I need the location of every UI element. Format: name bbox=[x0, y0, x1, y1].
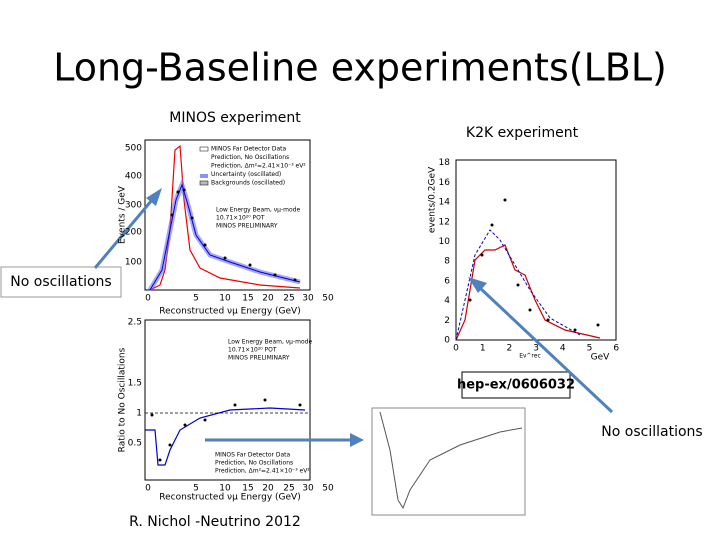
plot-note: MINOS PRELIMINARY bbox=[216, 223, 278, 230]
minos-ratio-plot bbox=[144, 319, 311, 481]
x-tick-label: 2 bbox=[507, 344, 513, 354]
arrows bbox=[93, 188, 614, 447]
x-tick-label: 15 bbox=[242, 294, 253, 304]
y-tick-label: 14 bbox=[439, 198, 451, 208]
x-tick-label: 5 bbox=[193, 294, 199, 304]
y-tick-label: 500 bbox=[125, 144, 142, 154]
x-tick-label: 5 bbox=[193, 484, 199, 494]
y-tick-label: 0.5 bbox=[128, 439, 142, 449]
x-tick-label: 0 bbox=[453, 344, 459, 354]
x-axis-label: Eν^rec bbox=[519, 353, 541, 360]
plot-note: 10.71×10²⁰ POT bbox=[228, 347, 277, 354]
y-tick-label: 6 bbox=[444, 276, 450, 286]
plot-note: Low Energy Beam, νμ-mode bbox=[216, 207, 300, 214]
plot-note: MINOS PRELIMINARY bbox=[228, 355, 290, 362]
y-tick-label: 16 bbox=[439, 178, 451, 188]
y-tick-label: 300 bbox=[125, 201, 142, 211]
legend-label: Prediction, No Oscillations bbox=[211, 154, 289, 161]
x-tick-label: 0 bbox=[145, 484, 151, 494]
legend-label: MINOS Far Detector Data bbox=[211, 146, 287, 153]
x-tick-label: 5 bbox=[587, 344, 593, 354]
y-tick-label: 2.5 bbox=[128, 318, 142, 328]
y-axis-label: events/0.2GeV bbox=[428, 166, 438, 233]
legend-label: Uncertainty (oscillated) bbox=[211, 171, 281, 178]
y-tick-label: 4 bbox=[444, 296, 450, 306]
minos-caption: MINOS experiment bbox=[169, 110, 301, 126]
x-tick-label: 3 bbox=[533, 344, 539, 354]
x-tick-label: 20 bbox=[262, 294, 274, 304]
footer: R. Nichol -Neutrino 2012 bbox=[129, 514, 301, 530]
x-tick-label: 30 bbox=[302, 294, 314, 304]
k2k-plot bbox=[455, 159, 617, 341]
y-tick-label: 2 bbox=[444, 316, 450, 326]
x-tick-label: 50 bbox=[322, 484, 334, 494]
x-tick-label: 10 bbox=[219, 484, 231, 494]
callout: No oscillations bbox=[10, 274, 111, 290]
x-tick-label: 50 bbox=[322, 294, 334, 304]
x-axis-label: Reconstructed νμ Energy (GeV) bbox=[159, 307, 300, 317]
x-axis-label: Reconstructed νμ Energy (GeV) bbox=[159, 493, 300, 503]
x-tick-label: 30 bbox=[302, 484, 314, 494]
y-tick-label: 12 bbox=[439, 217, 450, 227]
reference-box bbox=[461, 371, 571, 399]
slide-title: Long-Baseline experiments(LBL) bbox=[53, 46, 667, 90]
inset-plot bbox=[371, 407, 526, 516]
x-tick-label: 10 bbox=[219, 294, 231, 304]
legend-label: Prediction, Δm²=2.41×10⁻³ eV² bbox=[215, 468, 310, 475]
k2k-caption: K2K experiment bbox=[466, 125, 579, 141]
x-tick-label: 0 bbox=[145, 294, 151, 304]
y-tick-label: 8 bbox=[444, 257, 450, 267]
y-tick-label: 200 bbox=[125, 228, 142, 238]
y-tick-label: 1 bbox=[136, 409, 142, 419]
legend-label: Prediction, No Oscillations bbox=[215, 460, 293, 467]
minos-spectrum-plot bbox=[144, 139, 311, 292]
x-tick-label: 15 bbox=[242, 484, 253, 494]
plot-note: 10.71×10²⁰ POT bbox=[216, 215, 265, 222]
legend-label: Prediction, Δm²=2.41×10⁻³ eV² bbox=[211, 163, 306, 170]
y-tick-label: 0 bbox=[444, 336, 450, 346]
legend-label: Backgrounds (oscillated) bbox=[211, 180, 285, 187]
x-tick-label: 20 bbox=[262, 484, 274, 494]
y-tick-label: 100 bbox=[125, 258, 142, 268]
y-tick-label: 1.5 bbox=[128, 379, 142, 389]
reference: hep-ex/0606032 bbox=[457, 378, 575, 393]
legend-label: MINOS Far Detector Data bbox=[215, 452, 291, 459]
y-tick-label: 18 bbox=[439, 158, 451, 168]
y-axis-label: Ratio to No Oscillations bbox=[118, 347, 128, 452]
callout: No oscillations bbox=[601, 424, 702, 440]
x-tick-label: 25 bbox=[283, 294, 294, 304]
x-tick-label: 6 bbox=[613, 344, 619, 354]
callout-box bbox=[0, 266, 122, 298]
x-tick-label: 1 bbox=[480, 344, 486, 354]
plot-note: Low Energy Beam, νμ-mode bbox=[228, 339, 312, 346]
x-axis-unit: GeV bbox=[591, 353, 611, 363]
y-tick-label: 10 bbox=[439, 237, 451, 247]
x-tick-label: 25 bbox=[283, 484, 294, 494]
y-axis-label: Events / GeV bbox=[118, 185, 128, 244]
x-tick-label: 4 bbox=[560, 344, 566, 354]
y-tick-label: 400 bbox=[125, 172, 142, 182]
